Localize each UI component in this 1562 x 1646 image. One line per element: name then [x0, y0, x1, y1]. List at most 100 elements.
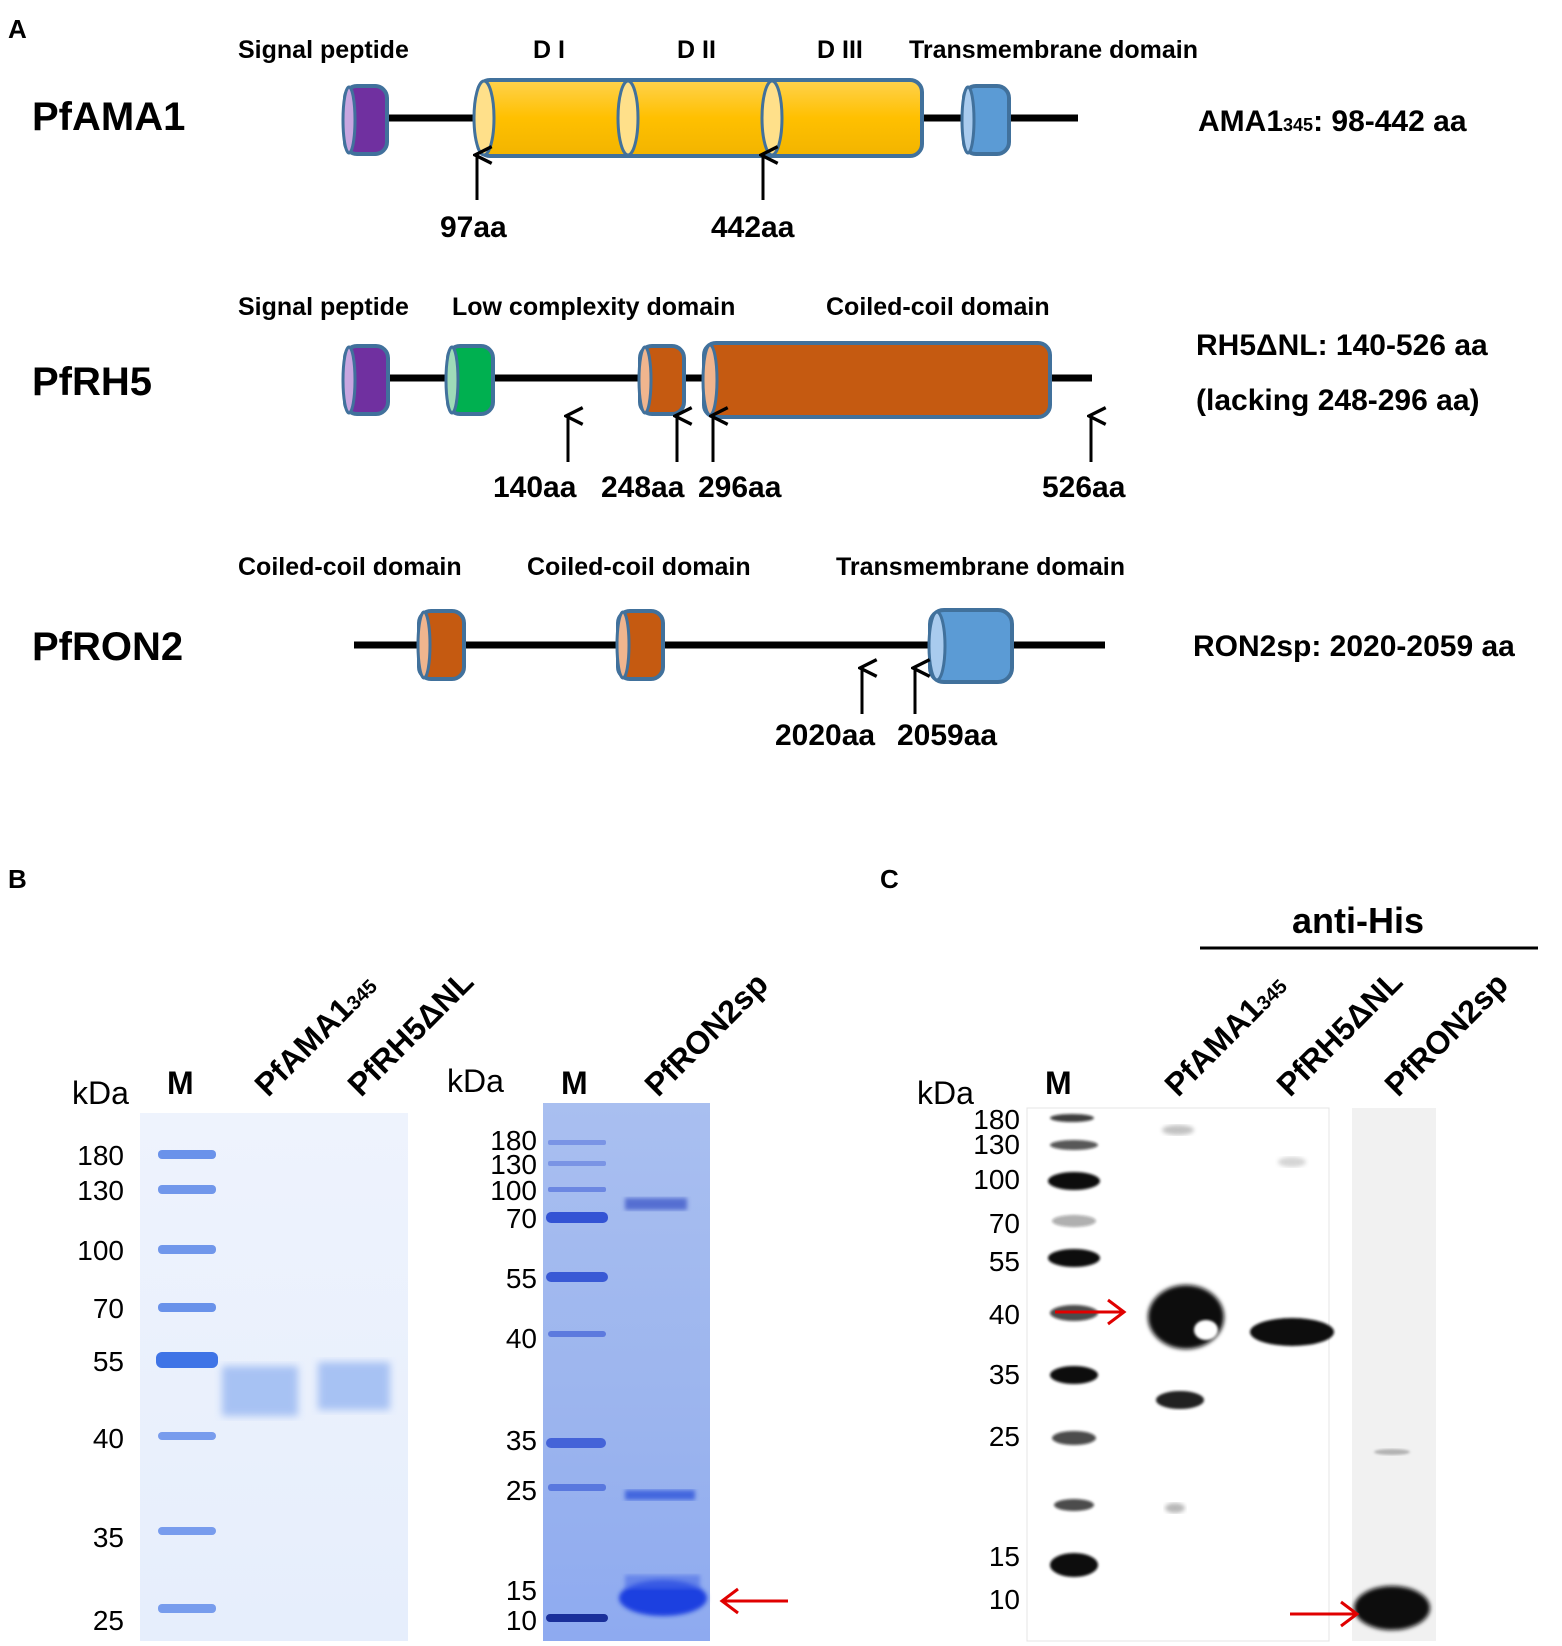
gel1-unit: kDa [72, 1075, 129, 1111]
ron2-coiled-coil-2-segment [615, 609, 665, 681]
ama1-name: PfAMA1 [32, 95, 185, 139]
gel2-background [543, 1103, 710, 1641]
ama1-header-d3: D III [817, 36, 863, 64]
gel1-ladder-labels: 180 130 100 70 55 40 35 25 [77, 1140, 124, 1636]
svg-text:40: 40 [989, 1299, 1020, 1330]
blot-rh5-faint-band [1278, 1157, 1306, 1167]
svg-text:100: 100 [490, 1175, 537, 1206]
panel-c-label: C [880, 864, 899, 894]
rh5-diagram: PfRH5 Signal peptide Low complexity doma… [32, 293, 1488, 504]
rh5-pos-248: 248aa [601, 471, 685, 504]
rh5-name: PfRH5 [32, 360, 152, 404]
ron2-pos-2059: 2059aa [897, 719, 997, 752]
panel-b-label: B [8, 864, 27, 894]
rh5-construct-line2: (lacking 248-296 aa) [1196, 384, 1480, 417]
ama1-header-signal-peptide: Signal peptide [238, 36, 409, 64]
rh5-signal-peptide-segment [341, 344, 390, 416]
gel1: kDa M PfAMA1345 PfRH5ΔNL 180 130 100 70 … [72, 963, 480, 1641]
rh5-pos-526: 526aa [1042, 471, 1126, 504]
svg-text:40: 40 [506, 1323, 537, 1354]
svg-text:25: 25 [93, 1605, 124, 1636]
gel1-marker-label: M [167, 1065, 194, 1101]
ron2-header-tm: Transmembrane domain [836, 553, 1125, 581]
western-blot: kDa M PfAMA1345 PfRH5ΔNL PfRON2sp [917, 963, 1515, 1642]
ama1-pos-442: 442aa [711, 211, 795, 244]
svg-text:15: 15 [989, 1541, 1020, 1572]
svg-text:70: 70 [506, 1203, 537, 1234]
blot-ladder-bands [1048, 1114, 1100, 1577]
ama1-headers: Signal peptide D I D II D III Transmembr… [238, 36, 1198, 64]
rh5-header-coiled-coil: Coiled-coil domain [826, 293, 1050, 321]
ama1-tm-segment [960, 84, 1011, 156]
ama1-header-tm: Transmembrane domain [909, 36, 1198, 64]
panel-a-label: A [8, 14, 27, 44]
ron2-coiled-coil-1-segment [416, 609, 466, 681]
ama1-signal-peptide-segment [341, 84, 389, 156]
svg-text:10: 10 [989, 1584, 1020, 1615]
ama1-construct: AMA1345: 98-442 aa [1198, 105, 1467, 138]
svg-text:130: 130 [77, 1175, 124, 1206]
rh5-pos-296: 296aa [698, 471, 782, 504]
svg-text:25: 25 [989, 1421, 1020, 1452]
blot-membrane-2 [1352, 1108, 1436, 1641]
svg-text:180: 180 [490, 1125, 537, 1156]
ama1-pos-97: 97aa [440, 211, 507, 244]
blot-red-arrow-ama1 [1055, 1298, 1127, 1326]
svg-text:40: 40 [93, 1423, 124, 1454]
svg-text:25: 25 [506, 1475, 537, 1506]
ron2-pos-2020: 2020aa [775, 719, 875, 752]
ron2-tm-segment [927, 608, 1014, 684]
ron2-diagram: PfRON2 Coiled-coil domain Coiled-coil do… [32, 553, 1515, 752]
rh5-pos-140: 140aa [493, 471, 577, 504]
ron2-construct: RON2sp: 2020-2059 aa [1193, 630, 1515, 663]
svg-text:180: 180 [973, 1104, 1020, 1135]
gel2: kDa M PfRON2sp 180 130 100 70 55 4 [447, 966, 788, 1641]
blot-lane-ama1: PfAMA1345 [1157, 967, 1293, 1103]
blot-ladder-labels: 180 130 100 70 55 40 35 25 15 10 [973, 1104, 1020, 1615]
svg-text:10: 10 [506, 1605, 537, 1636]
svg-text:35: 35 [93, 1522, 124, 1553]
gel2-unit: kDa [447, 1063, 504, 1099]
ama1-header-d1: D I [533, 36, 565, 64]
svg-text:35: 35 [506, 1425, 537, 1456]
gel1-band-rh5 [318, 1362, 390, 1410]
svg-text:55: 55 [93, 1346, 124, 1377]
blot-ama1-bands [1148, 1125, 1224, 1513]
blot-unit: kDa [917, 1075, 974, 1111]
antibody-label: anti-His [1292, 900, 1424, 941]
rh5-header-low-complexity: Low complexity domain [452, 293, 735, 321]
gel1-band-ama1 [222, 1366, 298, 1416]
svg-text:35: 35 [989, 1359, 1020, 1390]
svg-text:55: 55 [989, 1246, 1020, 1277]
rh5-green-segment [444, 344, 495, 416]
gel2-sample-bands [619, 1198, 707, 1616]
blot-red-arrow-ron2 [1290, 1600, 1360, 1628]
svg-text:100: 100 [77, 1235, 124, 1266]
blot-rh5-band [1250, 1318, 1334, 1346]
svg-text:180: 180 [77, 1140, 124, 1171]
svg-text:70: 70 [989, 1208, 1020, 1239]
gel2-marker-label: M [561, 1065, 588, 1101]
ama1-diagram: PfAMA1 Signal peptide D I D II D III Tra… [32, 36, 1467, 244]
ron2-header-coiled-coil-1: Coiled-coil domain [238, 553, 462, 581]
rh5-orange-small-segment [637, 344, 686, 416]
svg-text:15: 15 [506, 1575, 537, 1606]
ron2-headers: Coiled-coil domain Coiled-coil domain Tr… [238, 553, 1125, 581]
svg-text:130: 130 [490, 1149, 537, 1180]
rh5-coiled-coil-segment [701, 341, 1052, 419]
svg-text:130: 130 [973, 1129, 1020, 1160]
svg-text:70: 70 [93, 1293, 124, 1324]
ama1-header-d2: D II [677, 36, 716, 64]
gel1-ladder-bands [156, 1150, 218, 1613]
ama1-domains-segment [472, 78, 924, 158]
svg-text:55: 55 [506, 1263, 537, 1294]
gel2-lane-ron2: PfRON2sp [637, 966, 774, 1103]
ron2-name: PfRON2 [32, 625, 183, 669]
blot-marker-label: M [1045, 1065, 1072, 1101]
rh5-header-signal-peptide: Signal peptide [238, 293, 409, 321]
ron2-header-coiled-coil-2: Coiled-coil domain [527, 553, 751, 581]
gel2-red-arrow [719, 1587, 788, 1615]
rh5-construct-line1: RH5ΔNL: 140-526 aa [1196, 329, 1488, 362]
gel2-ladder-bands [546, 1140, 608, 1622]
